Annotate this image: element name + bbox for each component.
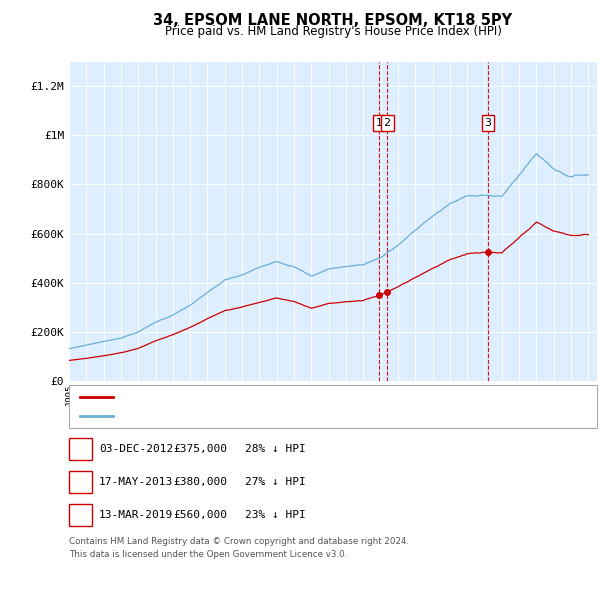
Text: 1: 1 [376,118,383,128]
Text: 28% ↓ HPI: 28% ↓ HPI [245,444,305,454]
Text: HPI: Average price, detached house, Reigate and Banstead: HPI: Average price, detached house, Reig… [119,411,455,421]
Text: 27% ↓ HPI: 27% ↓ HPI [245,477,305,487]
Text: £375,000: £375,000 [173,444,227,454]
Text: 2: 2 [383,118,391,128]
Text: 1: 1 [77,444,84,454]
Text: 2: 2 [77,477,84,487]
Bar [488,62,597,381]
Text: 17-MAY-2013: 17-MAY-2013 [99,477,173,487]
Text: 3: 3 [77,510,84,520]
Text: 3: 3 [485,118,491,128]
Text: 23% ↓ HPI: 23% ↓ HPI [245,510,305,520]
Text: 13-MAR-2019: 13-MAR-2019 [99,510,173,520]
Text: Contains HM Land Registry data © Crown copyright and database right 2024.: Contains HM Land Registry data © Crown c… [69,537,409,546]
Text: Price paid vs. HM Land Registry's House Price Index (HPI): Price paid vs. HM Land Registry's House … [164,25,502,38]
Text: £380,000: £380,000 [173,477,227,487]
Text: £560,000: £560,000 [173,510,227,520]
Text: 34, EPSOM LANE NORTH, EPSOM, KT18 5PY (detached house): 34, EPSOM LANE NORTH, EPSOM, KT18 5PY (d… [119,392,443,402]
Text: 03-DEC-2012: 03-DEC-2012 [99,444,173,454]
Text: This data is licensed under the Open Government Licence v3.0.: This data is licensed under the Open Gov… [69,550,347,559]
Text: 34, EPSOM LANE NORTH, EPSOM, KT18 5PY: 34, EPSOM LANE NORTH, EPSOM, KT18 5PY [154,13,512,28]
